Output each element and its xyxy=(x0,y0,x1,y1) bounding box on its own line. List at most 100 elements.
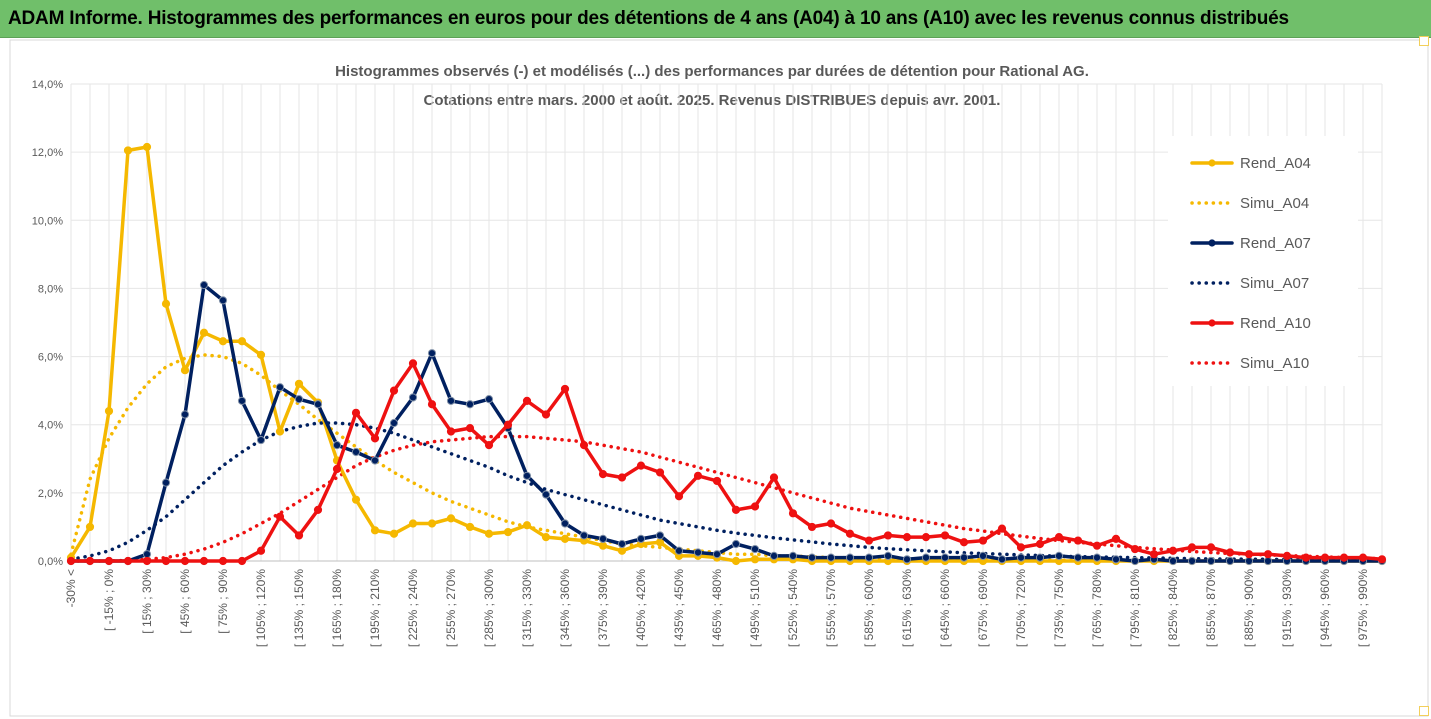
data-point xyxy=(826,519,836,528)
data-point xyxy=(883,551,893,560)
data-point xyxy=(1016,553,1026,562)
legend-label: Rend_A04 xyxy=(1240,155,1311,172)
data-point xyxy=(522,471,532,480)
data-point xyxy=(446,514,456,523)
data-point xyxy=(712,550,722,559)
data-point xyxy=(1035,553,1045,562)
data-point xyxy=(389,529,399,538)
data-point xyxy=(1187,543,1197,552)
series-line xyxy=(69,421,1384,563)
data-point xyxy=(123,556,133,566)
data-point xyxy=(275,383,285,392)
data-point xyxy=(218,556,228,566)
data-point xyxy=(199,280,209,290)
data-point xyxy=(465,424,475,433)
data-point xyxy=(522,396,532,405)
legend-entry: Simu_A07 xyxy=(1190,275,1309,292)
legend-label: Rend_A07 xyxy=(1240,235,1311,252)
data-point xyxy=(142,556,152,566)
x-tick-label: [ 675% ; 690% xyxy=(976,569,990,647)
data-point xyxy=(560,519,570,528)
data-point xyxy=(731,556,741,566)
data-point xyxy=(750,544,760,554)
data-point xyxy=(1168,556,1178,566)
x-tick-label: [ 165% ; 180% xyxy=(330,569,344,647)
data-point xyxy=(389,418,399,428)
data-point xyxy=(997,524,1007,533)
x-tick-label: [ 915% ; 930% xyxy=(1280,569,1294,647)
data-point xyxy=(465,522,475,532)
data-point xyxy=(427,400,437,409)
data-point xyxy=(1130,544,1140,554)
y-tick-label: 12,0% xyxy=(32,147,63,159)
data-point xyxy=(598,470,608,479)
data-point xyxy=(1054,551,1064,560)
data-point xyxy=(636,461,646,470)
x-tick-label: [ 495% ; 510% xyxy=(748,569,762,647)
data-point xyxy=(959,553,969,562)
legend-marker xyxy=(1208,239,1216,247)
data-point xyxy=(351,495,361,504)
chart-title-line2: Cotations entre mars. 2000 et août. 2025… xyxy=(424,92,1001,109)
data-point xyxy=(636,534,646,543)
data-point xyxy=(522,521,532,530)
data-point xyxy=(85,522,95,532)
data-point xyxy=(370,456,380,465)
data-point xyxy=(408,393,418,402)
data-point xyxy=(199,556,209,566)
data-point xyxy=(1301,553,1311,562)
chart-title-line1: Histogrammes observés (-) et modélisés (… xyxy=(335,63,1089,80)
y-tick-label: 6,0% xyxy=(38,352,63,364)
data-point xyxy=(655,531,665,540)
data-point xyxy=(256,350,266,359)
legend-entry: Simu_A04 xyxy=(1190,195,1309,212)
data-point xyxy=(807,522,817,532)
data-point xyxy=(256,546,266,555)
legend-marker xyxy=(1208,159,1216,167)
data-point xyxy=(1377,555,1387,564)
legend: Rend_A04 Simu_A04 Rend_A07 Simu_A07 Rend_A10… xyxy=(1190,155,1311,372)
data-point xyxy=(1187,556,1197,566)
data-point xyxy=(85,556,95,566)
x-tick-label: [ 795% ; 810% xyxy=(1128,569,1142,647)
x-tick-label: [ 195% ; 210% xyxy=(368,569,382,647)
data-point xyxy=(408,359,418,368)
legend-label: Simu_A07 xyxy=(1240,275,1309,292)
data-point xyxy=(541,410,551,419)
data-point xyxy=(712,476,722,486)
data-point xyxy=(560,534,570,543)
x-tick-label: [ 945% ; 960% xyxy=(1318,569,1332,647)
data-point xyxy=(465,400,475,409)
data-point xyxy=(921,553,931,562)
x-tick-label: [ 855% ; 870% xyxy=(1204,569,1218,647)
data-point xyxy=(978,536,988,545)
x-tick-label: [ 615% ; 630% xyxy=(900,569,914,647)
data-point xyxy=(1054,533,1064,542)
series-rend-a10 xyxy=(66,359,1387,566)
data-point xyxy=(294,379,304,388)
data-point xyxy=(275,512,285,521)
data-point xyxy=(731,505,741,514)
data-point xyxy=(1263,556,1273,566)
data-point xyxy=(655,468,665,477)
x-tick-label: [ 645% ; 660% xyxy=(938,569,952,647)
x-tick-label: [ 975% ; 990% xyxy=(1356,569,1370,647)
data-point xyxy=(294,395,304,404)
data-point xyxy=(503,527,513,537)
data-point xyxy=(902,533,912,542)
data-point xyxy=(180,366,190,375)
data-point xyxy=(1225,548,1235,557)
x-tick-label: [ 15% ; 30% xyxy=(140,569,154,634)
data-point xyxy=(427,349,437,358)
data-point xyxy=(864,553,874,562)
data-point xyxy=(484,395,494,404)
data-point xyxy=(1016,543,1026,552)
x-tick-label: -30% < xyxy=(64,569,78,607)
data-point xyxy=(142,550,152,559)
data-point xyxy=(1073,536,1083,545)
data-point xyxy=(123,146,133,155)
x-tick-label: [ 435% ; 450% xyxy=(672,569,686,647)
data-point xyxy=(997,555,1007,564)
x-tick-label: [ 45% ; 60% xyxy=(178,569,192,634)
